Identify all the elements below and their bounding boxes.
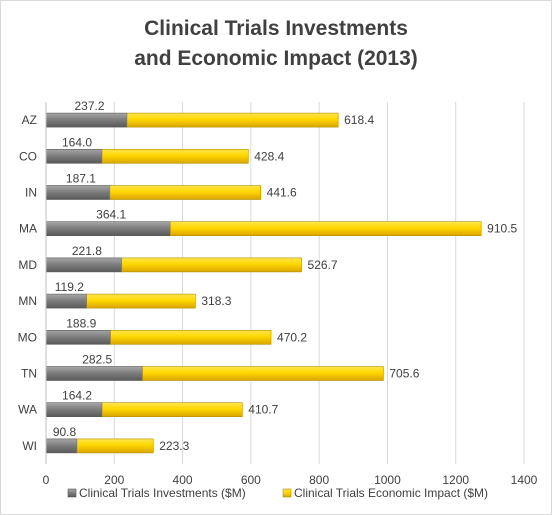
economic-impact-bar [76, 438, 154, 454]
economic-impact-bar [121, 257, 302, 273]
investment-bar [45, 293, 87, 309]
legend-item-economic-impact-label: Clinical Trials Economic Impact ($M) [294, 486, 488, 500]
axes: 0 200 400 600 800 1000 1200 1400 AZ CO IN MA MD MN MO T… [18, 102, 538, 487]
economic-impact-bar [126, 112, 339, 128]
investment-value-label: 90.8 [53, 425, 77, 439]
investment-bar [45, 149, 103, 164]
x-tick-label: 1400 [511, 473, 538, 487]
category-label: MO [18, 330, 37, 344]
x-tick-label: 200 [104, 473, 124, 487]
investment-bar [45, 257, 123, 273]
legend-item-investments-label: Clinical Trials Investments ($M) [79, 486, 246, 500]
x-tick-label: 1200 [442, 473, 469, 487]
economic-impact-value-label: 470.2 [277, 330, 307, 344]
x-tick-label: 0 [43, 473, 50, 487]
data-labels: 237.2 618.4 164.0 428.4 187.1 441.6 364.1 910.5… [53, 99, 518, 453]
category-label: IN [25, 186, 37, 200]
legend-item-economic-impact-swatch [282, 488, 292, 498]
investment-value-label: 221.8 [72, 244, 102, 258]
investment-bar [45, 221, 171, 236]
economic-impact-value-label: 526.7 [308, 258, 338, 272]
category-label: WA [18, 403, 37, 417]
investment-bar [45, 112, 128, 128]
investment-bar [45, 366, 143, 381]
economic-impact-bar [109, 185, 261, 200]
investment-value-label: 188.9 [66, 316, 96, 330]
economic-impact-value-label: 428.4 [254, 149, 284, 163]
investment-value-label: 282.5 [82, 353, 112, 367]
investment-bar [45, 402, 103, 418]
investment-value-label: 164.0 [62, 135, 92, 149]
economic-impact-value-label: 441.6 [267, 186, 297, 200]
chart-title-line-2: and Economic Impact (2013) [134, 47, 418, 70]
economic-impact-bar [170, 221, 482, 236]
legend: Clinical Trials Investments ($M) Clinical… [67, 486, 488, 500]
chart-title: Clinical Trials Investments and Economic… [0, 14, 552, 74]
economic-impact-bar [101, 402, 243, 418]
economic-impact-bar [101, 149, 249, 164]
economic-impact-value-label: 223.3 [159, 439, 189, 453]
economic-impact-bar [142, 366, 384, 381]
category-label: WI [22, 439, 37, 453]
economic-impact-bar [110, 329, 272, 345]
category-label: TN [21, 367, 37, 381]
economic-impact-value-label: 705.6 [389, 367, 419, 381]
category-label: AZ [22, 113, 37, 127]
investment-bar [45, 185, 111, 200]
category-label: CO [19, 149, 37, 163]
category-label: MD [18, 258, 37, 272]
bars [45, 112, 482, 454]
economic-impact-value-label: 410.7 [248, 403, 278, 417]
investment-bar [45, 329, 111, 345]
category-label: MN [18, 294, 37, 308]
economic-impact-value-label: 318.3 [201, 294, 231, 308]
economic-impact-value-label: 618.4 [344, 113, 374, 127]
investment-value-label: 187.1 [66, 172, 96, 186]
x-tick-label: 800 [309, 473, 329, 487]
x-tick-label: 600 [241, 473, 261, 487]
chart-title-line-1: Clinical Trials Investments [144, 17, 408, 40]
investment-value-label: 364.1 [96, 208, 126, 222]
legend-item-investments-swatch [67, 488, 77, 498]
economic-impact-value-label: 910.5 [487, 222, 517, 236]
x-tick-label: 1000 [374, 473, 401, 487]
investment-value-label: 237.2 [74, 99, 104, 113]
investment-bar [45, 438, 78, 454]
investment-value-label: 119.2 [55, 280, 84, 294]
investment-value-label: 164.2 [62, 389, 92, 403]
category-label: MA [19, 222, 37, 236]
economic-impact-bar [86, 293, 196, 309]
x-tick-label: 400 [173, 473, 193, 487]
